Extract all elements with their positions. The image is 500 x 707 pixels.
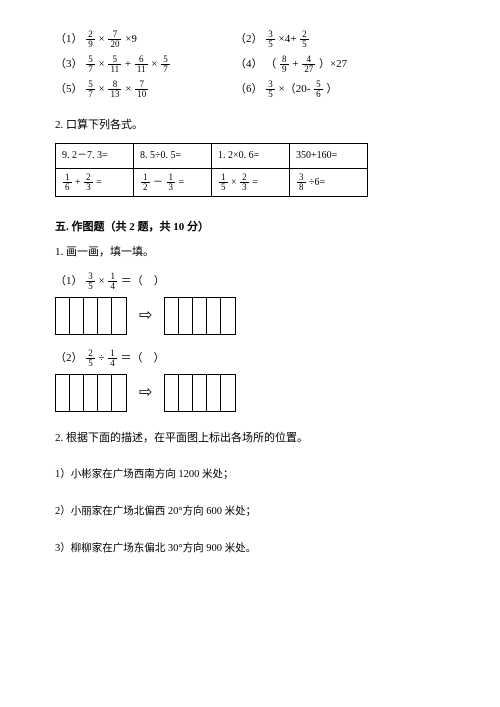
- table-row: 9. 2－7. 3= 8. 5÷0. 5= 1. 2×0. 6= 350+160…: [56, 143, 368, 168]
- cell: 15 × 23 =: [212, 168, 290, 196]
- grid-right: [164, 297, 236, 335]
- cell: 38 ÷6=: [290, 168, 368, 196]
- q5-1-title: 1. 画一画，填一填。: [55, 244, 445, 262]
- fraction: 710: [135, 80, 148, 99]
- fraction: 511: [108, 55, 121, 74]
- cell: 1. 2×0. 6=: [212, 143, 290, 168]
- fraction: 29: [86, 30, 95, 49]
- location-item-1: 1）小彬家在广场西南方向 1200 米处；: [55, 467, 445, 484]
- fraction: 427: [302, 55, 315, 74]
- fraction: 611: [135, 55, 148, 74]
- fraction: 25: [86, 349, 95, 368]
- grid-row-1: ⇨: [55, 297, 445, 335]
- cell: 9. 2－7. 3=: [56, 143, 134, 168]
- q2-title: 2. 口算下列各式。: [55, 117, 445, 135]
- problem-5: （5） 57 × 813 × 710: [55, 80, 235, 99]
- fraction: 56: [314, 80, 323, 99]
- cell: 12 － 13 =: [134, 168, 212, 196]
- cell: 8. 5÷0. 5=: [134, 143, 212, 168]
- fraction: 57: [86, 80, 95, 99]
- fraction: 35: [86, 272, 95, 291]
- num: （6）: [235, 83, 263, 95]
- grid-left: [55, 297, 127, 335]
- problem-4: （4） （ 89 + 427 ）×27: [235, 55, 445, 74]
- fraction: 25: [300, 30, 309, 49]
- sub-question-1: （1） 35 × 14 ＝（ ）: [55, 272, 445, 291]
- fraction: 12: [141, 173, 150, 192]
- num: （1）: [55, 33, 83, 45]
- num: （5）: [55, 83, 83, 95]
- arrow-icon: ⇨: [139, 380, 152, 406]
- location-item-3: 3）柳柳家在广场东偏北 30°方向 900 米处。: [55, 541, 445, 558]
- table-row: 16 + 23 = 12 － 13 = 15 × 23 = 38 ÷6=: [56, 168, 368, 196]
- num: （3）: [55, 58, 83, 70]
- num: （2）: [235, 33, 263, 45]
- fraction: 14: [108, 272, 117, 291]
- cell: 350+160=: [290, 143, 368, 168]
- fraction: 23: [240, 173, 249, 192]
- fraction: 23: [84, 173, 93, 192]
- fraction: 720: [108, 30, 121, 49]
- fraction: 57: [161, 55, 170, 74]
- fraction: 89: [280, 55, 289, 74]
- fraction: 57: [86, 55, 95, 74]
- problem-row: （1） 29 × 720 ×9 （2） 35 ×4+ 25: [55, 30, 445, 49]
- fraction: 35: [266, 80, 275, 99]
- grid-right: [164, 374, 236, 412]
- problems-block: （1） 29 × 720 ×9 （2） 35 ×4+ 25 （3） 57 × 5…: [55, 30, 445, 99]
- cell: 16 + 23 =: [56, 168, 134, 196]
- fraction: 16: [63, 173, 72, 192]
- problem-row: （3） 57 × 511 + 611 × 57 （4） （ 89 + 427 ）…: [55, 55, 445, 74]
- problem-2: （2） 35 ×4+ 25: [235, 30, 445, 49]
- problem-1: （1） 29 × 720 ×9: [55, 30, 235, 49]
- sub-question-2: （2） 25 ÷ 14 ＝（ ）: [55, 349, 445, 368]
- fraction: 14: [108, 349, 117, 368]
- problem-row: （5） 57 × 813 × 710 （6） 35 ×（20- 56 ）: [55, 80, 445, 99]
- section-5-heading: 五. 作图题（共 2 题，共 10 分）: [55, 219, 445, 237]
- problem-3: （3） 57 × 511 + 611 × 57: [55, 55, 235, 74]
- location-item-2: 2）小丽家在广场北偏西 20°方向 600 米处；: [55, 504, 445, 521]
- arrow-icon: ⇨: [139, 303, 152, 329]
- grid-row-2: ⇨: [55, 374, 445, 412]
- num: （4）: [235, 58, 263, 70]
- problem-6: （6） 35 ×（20- 56 ）: [235, 80, 445, 99]
- fraction: 813: [108, 80, 121, 99]
- q5-2-title: 2. 根据下面的描述，在平面图上标出各场所的位置。: [55, 430, 445, 448]
- fraction: 35: [266, 30, 275, 49]
- fraction: 13: [167, 173, 176, 192]
- fraction: 15: [219, 173, 228, 192]
- calc-table: 9. 2－7. 3= 8. 5÷0. 5= 1. 2×0. 6= 350+160…: [55, 143, 368, 197]
- grid-left: [55, 374, 127, 412]
- fraction: 38: [297, 173, 306, 192]
